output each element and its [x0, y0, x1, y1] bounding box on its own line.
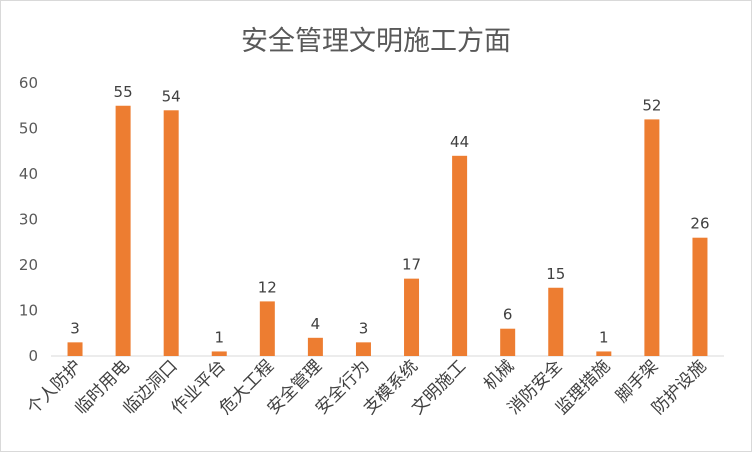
bar — [115, 105, 131, 356]
data-label: 3 — [70, 319, 80, 337]
bar — [163, 110, 179, 356]
bar — [355, 342, 371, 356]
y-tick-label: 10 — [19, 302, 38, 320]
bar — [404, 278, 420, 356]
bar — [211, 351, 227, 356]
data-label: 44 — [450, 133, 469, 151]
chart-title: 安全管理文明施工方面 — [241, 26, 511, 57]
y-tick-label: 20 — [19, 256, 38, 274]
bar — [307, 337, 323, 356]
category-label: 机械 — [480, 356, 518, 394]
bar — [596, 351, 612, 356]
data-label: 6 — [503, 306, 513, 324]
data-label: 1 — [599, 328, 609, 346]
y-tick-label: 30 — [19, 211, 38, 229]
data-label: 4 — [311, 315, 321, 333]
data-label: 17 — [402, 256, 421, 274]
bar — [259, 301, 275, 356]
bar — [644, 119, 660, 357]
data-label: 15 — [546, 265, 565, 283]
y-tick-label: 60 — [19, 74, 38, 92]
bar — [452, 155, 468, 356]
data-label: 12 — [258, 278, 277, 296]
bar — [548, 287, 564, 356]
bar — [67, 342, 83, 356]
data-label: 3 — [359, 319, 369, 337]
data-label: 1 — [214, 328, 224, 346]
y-tick-label: 0 — [28, 347, 38, 365]
data-label: 55 — [114, 83, 133, 101]
data-label: 26 — [690, 215, 709, 233]
bar — [500, 328, 516, 356]
data-label: 52 — [642, 96, 661, 114]
bar — [692, 237, 708, 356]
y-tick-label: 40 — [19, 165, 38, 183]
y-tick-label: 50 — [19, 120, 38, 138]
data-label: 54 — [162, 87, 181, 105]
